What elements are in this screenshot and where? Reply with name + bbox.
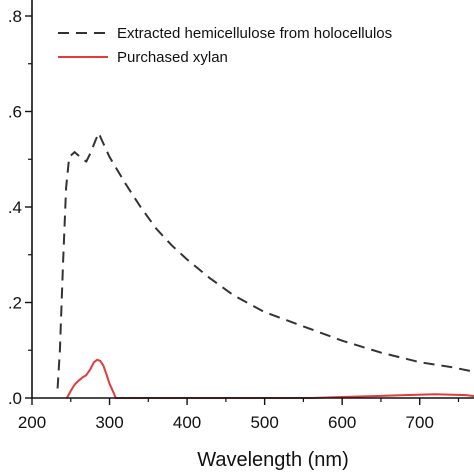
legend-label-1: Purchased xylan <box>117 49 228 66</box>
series-layer <box>56 132 474 399</box>
x-tick-label-600: 600 <box>328 413 356 432</box>
x-tick-label-700: 700 <box>406 413 434 432</box>
series-line-0 <box>56 132 474 389</box>
y-tick-label-0: .0 <box>8 389 22 408</box>
legend: Extracted hemicellulose from holocellulo… <box>58 25 392 66</box>
x-tick-label-300: 300 <box>95 413 123 432</box>
y-tick-label-1: .2 <box>8 294 22 313</box>
x-tick-label-200: 200 <box>18 413 46 432</box>
x-axis-title: Wavelength (nm) <box>197 449 349 471</box>
x-tick-label-400: 400 <box>173 413 201 432</box>
y-tick-label-4: .8 <box>8 7 22 26</box>
x-tick-label-500: 500 <box>250 413 278 432</box>
y-tick-label-3: .6 <box>8 103 22 122</box>
legend-label-0: Extracted hemicellulose from holocellulo… <box>117 25 392 42</box>
axes-layer: 200 300 400 500 600 700 .0 .2 .4 .6 .8 <box>8 0 474 432</box>
series-line-1 <box>66 358 474 399</box>
y-tick-label-2: .4 <box>8 198 22 217</box>
